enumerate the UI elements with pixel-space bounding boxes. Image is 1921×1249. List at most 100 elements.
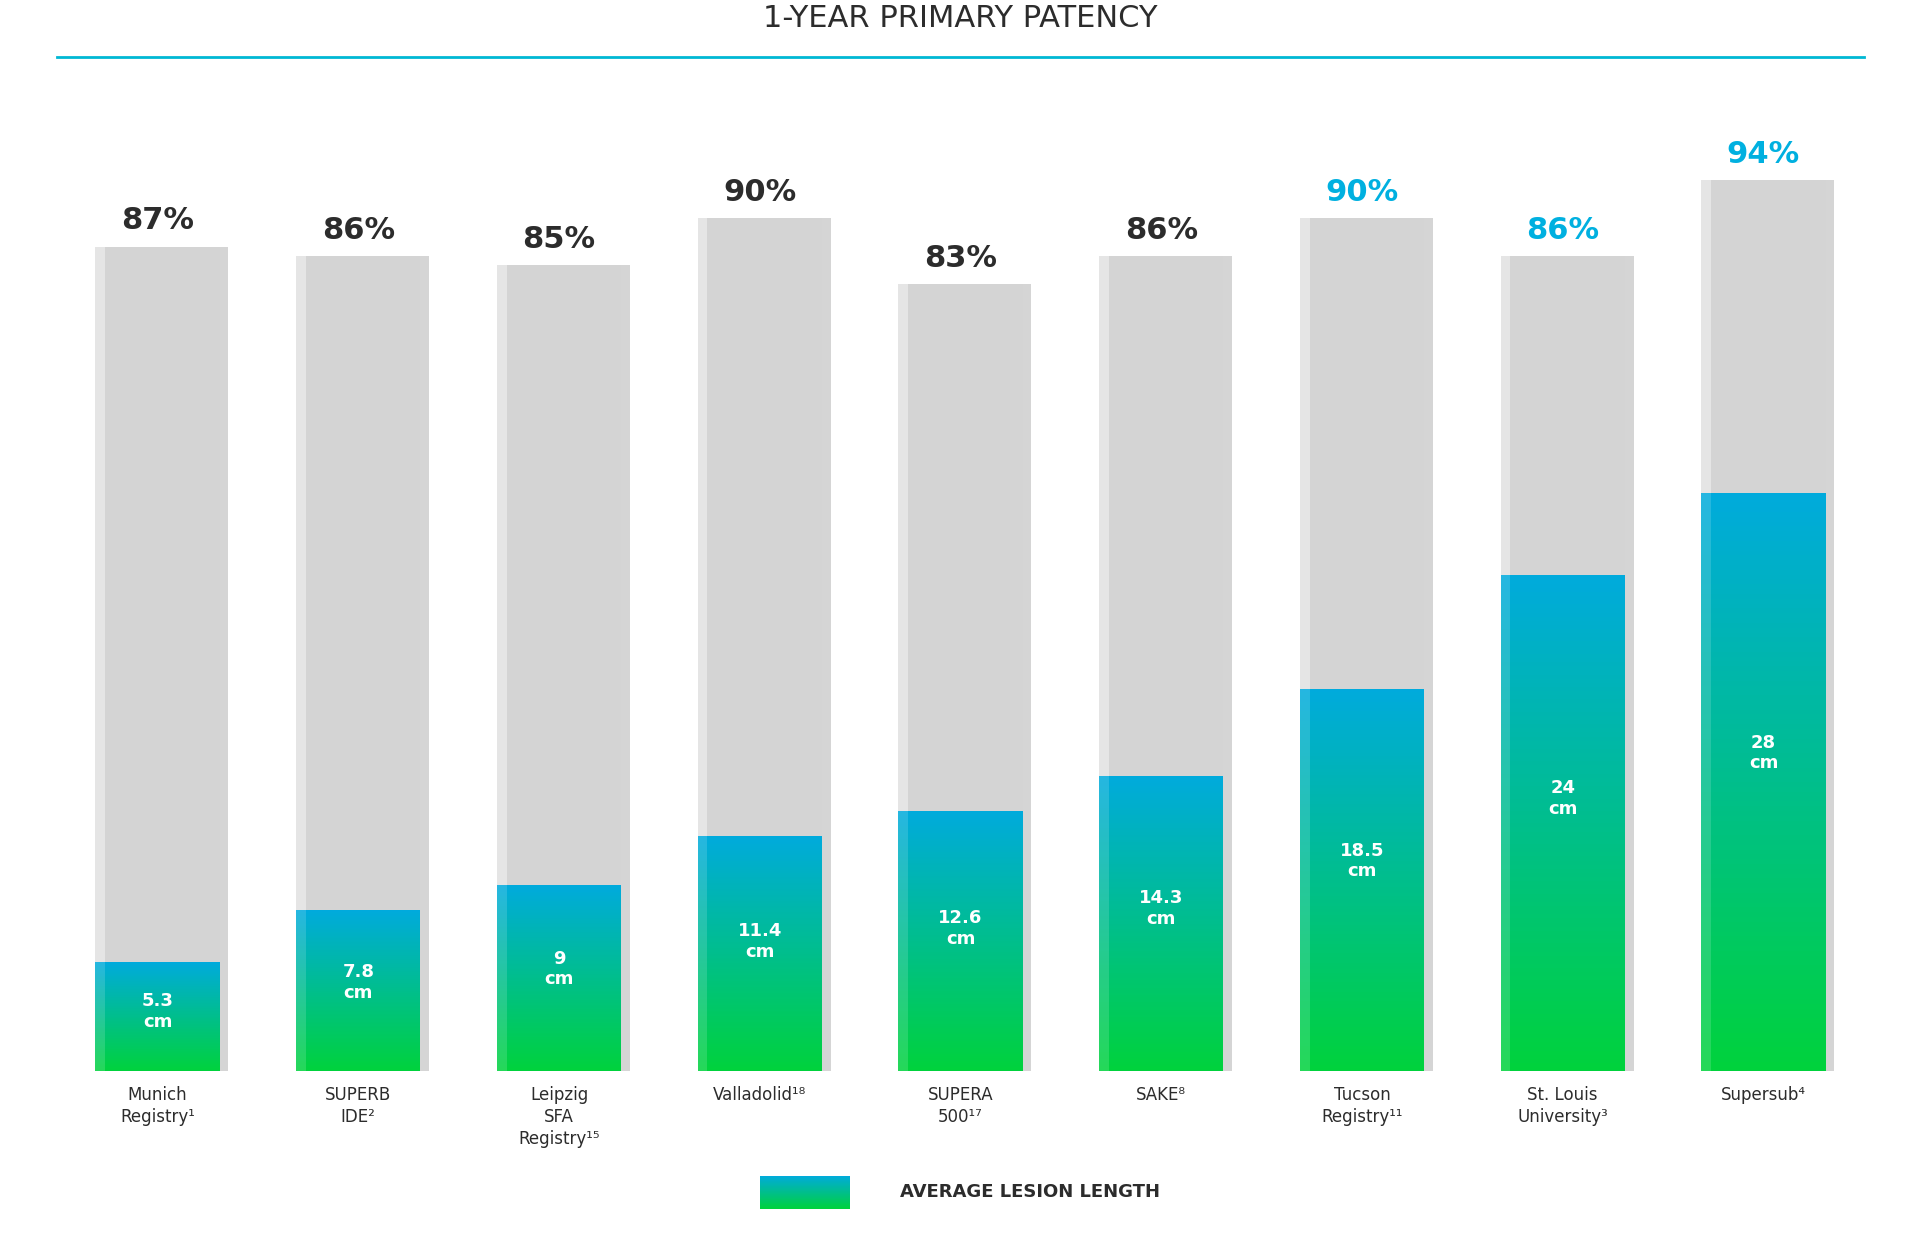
Bar [1500, 980, 1625, 984]
Bar [697, 1020, 822, 1022]
Bar [697, 852, 822, 853]
Bar [899, 998, 1022, 999]
Bar [498, 888, 620, 891]
Bar [498, 887, 620, 888]
Bar [498, 988, 620, 989]
Bar [296, 998, 421, 999]
Bar [899, 1037, 1022, 1039]
Bar [1301, 1030, 1423, 1033]
Bar [697, 859, 822, 862]
Bar [1301, 1027, 1423, 1030]
Bar [1702, 763, 1825, 768]
Bar [1702, 676, 1825, 681]
Bar [498, 969, 620, 970]
Bar [1500, 914, 1625, 918]
Bar [296, 1000, 421, 1002]
Bar [296, 914, 421, 916]
Bar [296, 1019, 421, 1020]
Bar [1099, 938, 1224, 940]
Bar [1099, 968, 1224, 970]
Text: 85%: 85% [523, 225, 596, 254]
Bar [1702, 618, 1825, 623]
Bar [899, 861, 1022, 863]
Bar [1301, 778, 1423, 782]
Bar [1301, 934, 1423, 938]
Bar [296, 1017, 421, 1018]
Bar [296, 1029, 421, 1032]
Bar [697, 990, 822, 993]
Bar [1702, 595, 1825, 598]
Bar [296, 978, 421, 979]
Bar [697, 1000, 822, 1003]
Bar [697, 1055, 822, 1058]
Bar [1099, 978, 1224, 980]
Bar [296, 1023, 421, 1024]
Bar [697, 997, 822, 999]
Bar [899, 972, 1022, 974]
Text: 7.8
cm: 7.8 cm [342, 963, 375, 1002]
Bar [1500, 732, 1625, 737]
Bar [1702, 945, 1825, 950]
Bar [96, 962, 106, 1072]
Bar [1099, 862, 1224, 864]
Bar [1099, 1008, 1224, 1009]
Bar [899, 978, 1022, 980]
Bar [697, 891, 822, 893]
Bar [1301, 702, 1423, 704]
Bar [296, 989, 421, 990]
Bar [296, 1069, 421, 1070]
Bar [697, 873, 822, 876]
Bar [1099, 1032, 1224, 1034]
Text: 1-YEAR PRIMARY PATENCY: 1-YEAR PRIMARY PATENCY [763, 4, 1158, 34]
Bar [498, 1062, 620, 1064]
Bar [1301, 721, 1423, 724]
Bar [1301, 832, 1423, 836]
Bar [899, 913, 1022, 916]
Bar [498, 1027, 620, 1028]
Bar [697, 926, 822, 928]
Bar [1500, 716, 1625, 719]
Bar [899, 859, 1022, 861]
Bar [1702, 699, 1825, 704]
Bar [697, 921, 822, 922]
Bar [1099, 786, 1224, 788]
Bar [697, 879, 822, 881]
Bar [498, 921, 620, 923]
Bar [296, 922, 421, 923]
Bar [1099, 806, 1224, 808]
Bar [697, 1014, 822, 1017]
Bar [498, 926, 620, 927]
Bar [1500, 749, 1625, 753]
Bar [1702, 598, 1825, 603]
Bar [899, 857, 1022, 859]
Bar [296, 1015, 421, 1017]
Bar [1702, 556, 1825, 560]
Bar [1702, 666, 1825, 671]
Bar [1500, 848, 1625, 852]
Bar [1500, 906, 1625, 911]
Bar [697, 1022, 822, 1024]
Bar [1301, 1010, 1423, 1014]
Bar [1702, 772, 1825, 777]
Bar [1099, 776, 1224, 778]
Bar [1702, 1028, 1825, 1033]
Bar [498, 984, 620, 987]
Bar [899, 852, 1022, 854]
Bar [498, 912, 620, 913]
Bar [899, 999, 1022, 1002]
Bar [1500, 857, 1625, 861]
Bar [1301, 1039, 1423, 1043]
Bar [697, 958, 822, 959]
Bar [498, 898, 620, 899]
Bar [899, 1022, 1022, 1024]
Bar [498, 1042, 620, 1043]
Bar [899, 975, 1022, 978]
Bar [1702, 927, 1825, 932]
Bar [296, 1008, 421, 1009]
Bar [1301, 963, 1423, 967]
Bar [1702, 826, 1825, 831]
Bar [296, 955, 421, 957]
Bar [296, 1068, 421, 1069]
Bar [296, 1050, 421, 1052]
Bar [1099, 791, 1224, 793]
